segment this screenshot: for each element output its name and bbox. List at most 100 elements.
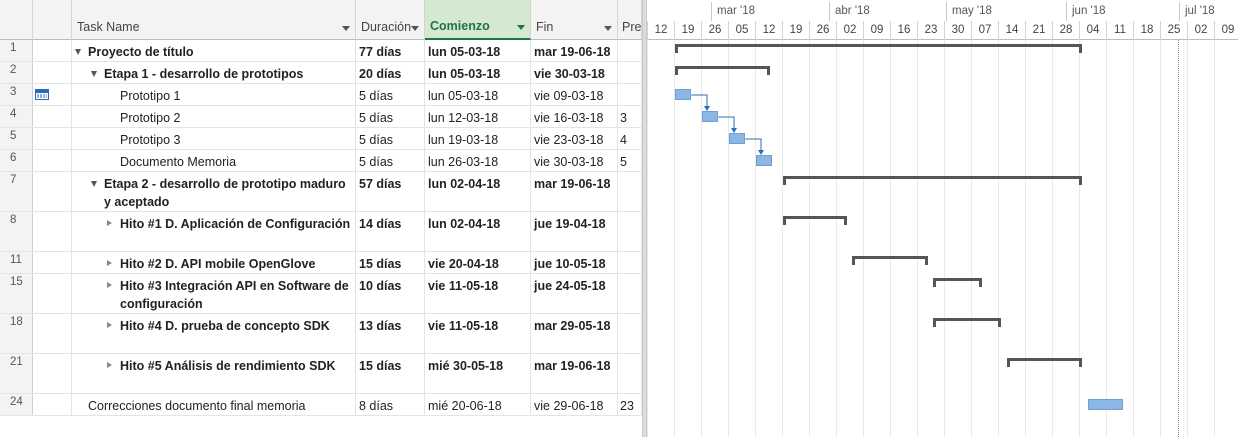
finish-cell[interactable]: jue 10-05-18 <box>531 252 618 273</box>
finish-cell[interactable]: mar 29-05-18 <box>531 314 618 353</box>
pred-cell[interactable] <box>618 40 642 61</box>
task-name-cell[interactable]: Hito #2 D. API mobile OpenGlove <box>72 252 356 273</box>
collapse-icon[interactable] <box>91 181 97 187</box>
row-number[interactable]: 7 <box>0 172 33 211</box>
indicator-cell[interactable] <box>33 84 72 105</box>
finish-cell[interactable]: mar 19-06-18 <box>531 354 618 393</box>
task-row[interactable]: 8 Hito #1 D. Aplicación de Configuración 1… <box>0 212 642 252</box>
summary-bar[interactable] <box>783 216 847 225</box>
task-row[interactable]: 18 Hito #4 D. prueba de concepto SDK 13 dí… <box>0 314 642 354</box>
pred-cell[interactable] <box>618 314 642 353</box>
duration-cell[interactable]: 77 días <box>356 40 425 61</box>
indicator-cell[interactable] <box>33 62 72 83</box>
duration-cell[interactable]: 5 días <box>356 128 425 149</box>
row-number[interactable]: 24 <box>0 394 33 415</box>
indicator-cell[interactable] <box>33 394 72 415</box>
start-cell[interactable]: lun 19-03-18 <box>425 128 531 149</box>
pred-cell[interactable]: 5 <box>618 150 642 171</box>
indicator-cell[interactable] <box>33 314 72 353</box>
task-bar[interactable] <box>729 133 746 144</box>
duration-cell[interactable]: 13 días <box>356 314 425 353</box>
row-number[interactable]: 2 <box>0 62 33 83</box>
task-name-cell[interactable]: Hito #3 Integración API en Software de c… <box>72 274 356 313</box>
dropdown-arrow-icon[interactable] <box>411 26 419 31</box>
dropdown-arrow-icon[interactable] <box>517 25 525 30</box>
pred-cell[interactable] <box>618 274 642 313</box>
summary-bar[interactable] <box>852 256 928 265</box>
finish-cell[interactable]: jue 24-05-18 <box>531 274 618 313</box>
header-duration[interactable]: Duración <box>356 0 425 40</box>
start-cell[interactable]: vie 11-05-18 <box>425 314 531 353</box>
dropdown-arrow-icon[interactable] <box>342 26 350 31</box>
row-number[interactable]: 4 <box>0 106 33 127</box>
task-name-cell[interactable]: Etapa 1 - desarrollo de prototipos <box>72 62 356 83</box>
start-cell[interactable]: mié 20-06-18 <box>425 394 531 415</box>
task-name-cell[interactable]: Hito #1 D. Aplicación de Configuración <box>72 212 356 251</box>
finish-cell[interactable]: vie 30-03-18 <box>531 62 618 83</box>
summary-bar[interactable] <box>675 44 1082 53</box>
task-row[interactable]: 5 Prototipo 3 5 días lun 19-03-18 vie 23-03-… <box>0 128 642 150</box>
finish-cell[interactable]: mar 19-06-18 <box>531 172 618 211</box>
row-number[interactable]: 5 <box>0 128 33 149</box>
task-bar[interactable] <box>702 111 719 122</box>
start-cell[interactable]: mié 30-05-18 <box>425 354 531 393</box>
expand-icon[interactable] <box>107 282 112 288</box>
row-number[interactable]: 21 <box>0 354 33 393</box>
task-row[interactable]: 3 Prototipo 1 5 días lun 05-03-18 vie 09-03-… <box>0 84 642 106</box>
task-row[interactable]: 21 Hito #5 Análisis de rendimiento SDK 15 … <box>0 354 642 394</box>
expand-icon[interactable] <box>107 362 112 368</box>
finish-cell[interactable]: mar 19-06-18 <box>531 40 618 61</box>
finish-cell[interactable]: jue 19-04-18 <box>531 212 618 251</box>
summary-bar[interactable] <box>675 66 770 75</box>
pred-cell[interactable]: 4 <box>618 128 642 149</box>
start-cell[interactable]: lun 12-03-18 <box>425 106 531 127</box>
pred-cell[interactable] <box>618 354 642 393</box>
task-name-cell[interactable]: Prototipo 2 <box>72 106 356 127</box>
duration-cell[interactable]: 20 días <box>356 62 425 83</box>
header-indicators[interactable]: i <box>33 0 92 40</box>
gantt-chart[interactable]: mar '18 abr '18 may '18 jun '18 jul '18 12 19… <box>647 0 1238 437</box>
row-number[interactable]: 15 <box>0 274 33 313</box>
finish-cell[interactable]: vie 23-03-18 <box>531 128 618 149</box>
summary-bar[interactable] <box>933 318 1001 327</box>
start-cell[interactable]: lun 02-04-18 <box>425 172 531 211</box>
summary-bar[interactable] <box>783 176 1082 185</box>
collapse-icon[interactable] <box>75 49 81 55</box>
pred-cell[interactable] <box>618 252 642 273</box>
row-number[interactable]: 8 <box>0 212 33 251</box>
indicator-cell[interactable] <box>33 172 72 211</box>
indicator-cell[interactable] <box>33 274 72 313</box>
start-cell[interactable]: lun 05-03-18 <box>425 40 531 61</box>
pred-cell[interactable] <box>618 212 642 251</box>
row-number[interactable]: 11 <box>0 252 33 273</box>
task-name-cell[interactable]: Documento Memoria <box>72 150 356 171</box>
pred-cell[interactable]: 23 <box>618 394 642 415</box>
header-row-number[interactable] <box>0 0 33 40</box>
task-bar[interactable] <box>1087 399 1124 410</box>
task-row[interactable]: 1 Proyecto de título 77 días lun 05-03-18 ma… <box>0 40 642 62</box>
duration-cell[interactable]: 8 días <box>356 394 425 415</box>
dependency-link[interactable] <box>718 116 735 131</box>
start-cell[interactable]: lun 05-03-18 <box>425 84 531 105</box>
task-row[interactable]: 11 Hito #2 D. API mobile OpenGlove 15 días… <box>0 252 642 274</box>
task-bar[interactable] <box>675 89 692 100</box>
duration-cell[interactable]: 15 días <box>356 354 425 393</box>
expand-icon[interactable] <box>107 260 112 266</box>
indicator-cell[interactable] <box>33 150 72 171</box>
header-predecessors[interactable]: Pre <box>618 0 642 40</box>
pred-cell[interactable] <box>618 62 642 83</box>
task-name-cell[interactable]: Hito #4 D. prueba de concepto SDK <box>72 314 356 353</box>
header-task-name[interactable]: Task Name <box>72 0 356 40</box>
task-name-cell[interactable]: Correcciones documento final memoria <box>72 394 356 415</box>
start-cell[interactable]: vie 11-05-18 <box>425 274 531 313</box>
task-name-cell[interactable]: Prototipo 3 <box>72 128 356 149</box>
start-cell[interactable]: vie 20-04-18 <box>425 252 531 273</box>
duration-cell[interactable]: 10 días <box>356 274 425 313</box>
pane-splitter[interactable] <box>642 0 647 437</box>
start-cell[interactable]: lun 26-03-18 <box>425 150 531 171</box>
indicator-cell[interactable] <box>33 40 72 61</box>
row-number[interactable]: 1 <box>0 40 33 61</box>
finish-cell[interactable]: vie 16-03-18 <box>531 106 618 127</box>
header-finish[interactable]: Fin <box>531 0 618 40</box>
dependency-link[interactable] <box>745 138 762 153</box>
